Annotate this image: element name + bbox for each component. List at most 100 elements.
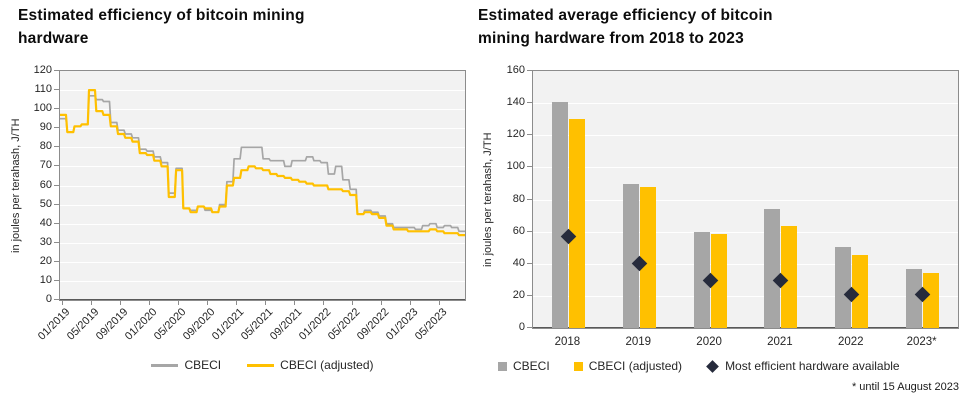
cbeci-bar-2022 <box>835 246 852 328</box>
line-chart-y-tick-label: 70 <box>39 159 52 172</box>
line-chart-x-tick-mark <box>149 301 151 305</box>
line-chart-y-tick-label: 0 <box>45 293 52 305</box>
line-chart-x-tick-mark <box>91 301 92 305</box>
line-chart-y-tick-label: 60 <box>39 178 52 191</box>
bar-chart-x-tick-label: 2023* <box>906 336 937 348</box>
bar-chart-y-tick-mark <box>527 134 532 136</box>
legend-item-cbeci: CBECI <box>498 359 550 373</box>
line-chart-y-tick-mark <box>54 165 59 167</box>
bar-chart-y-tick-label: 60 <box>512 224 525 237</box>
line-chart-y-tick-label: 30 <box>39 235 52 248</box>
gridline <box>533 199 958 201</box>
line-chart-x-tick-mark <box>265 301 267 305</box>
cbeci-bar-2023 <box>906 268 923 328</box>
bar-chart-y-tick-label: 0 <box>518 321 525 333</box>
cbeci-adjusted-bar-2023 <box>923 272 940 328</box>
legend-item-cbeci-adjusted: CBECI (adjusted) <box>247 358 374 372</box>
line-chart-y-tick-mark <box>54 146 59 148</box>
cbeci-bar-2018 <box>551 102 568 328</box>
cbeci-adjusted-bar-2019 <box>639 186 656 328</box>
legend-item-cbeci: CBECI <box>151 358 221 372</box>
line-chart-y-tick-mark <box>54 279 59 281</box>
legend-label: CBECI (adjusted) <box>588 359 683 373</box>
line-chart-y-tick-label: 90 <box>39 121 52 134</box>
cbeci-bar-2021 <box>764 209 781 328</box>
legend-label: CBECI <box>184 358 222 372</box>
line-chart-y-tick-mark <box>54 241 59 243</box>
line-chart-y-tick-mark <box>54 108 59 110</box>
line-chart-x-tick-mark <box>178 301 180 305</box>
bar-chart-y-tick-label: 160 <box>506 64 525 76</box>
gridline <box>533 135 958 137</box>
bar-chart-y-tick-label: 120 <box>506 128 525 141</box>
gridline <box>60 185 465 187</box>
cbeci-adjusted-bar-2020 <box>710 234 727 328</box>
line-chart-x-tick-mark <box>381 301 383 305</box>
line-chart-y-tick-label: 80 <box>39 140 52 153</box>
gridline <box>533 167 958 169</box>
gridline <box>533 103 958 105</box>
bar-chart-y-tick-mark <box>527 102 532 104</box>
line-chart-y-tick-mark <box>54 260 59 262</box>
line-chart-y-tick-label: 40 <box>39 216 52 229</box>
gridline <box>60 166 465 168</box>
line-chart-y-tick-mark <box>54 127 59 129</box>
line-chart-y-tick-mark <box>54 184 59 186</box>
cbeci-adjusted-bar-2018 <box>568 119 585 328</box>
cbeci-adjusted-bar-2022 <box>852 254 869 328</box>
line-chart-y-tick-label: 120 <box>33 64 52 76</box>
bar-chart-x-tick-label: 2018 <box>554 336 581 348</box>
legend-label: CBECI (adjusted) <box>280 358 374 372</box>
bar-chart-x-tick-label: 2020 <box>696 336 722 348</box>
cbeci-bar-2020 <box>693 232 710 328</box>
bar-chart-x-axis <box>533 327 958 328</box>
line-chart-x-tick-mark <box>207 301 209 305</box>
bar-chart-x-tick-label: 2021 <box>767 336 793 348</box>
line-chart-y-tick-label: 110 <box>34 83 52 96</box>
line-chart-y-tick-mark <box>54 222 59 224</box>
legend-square-swatch <box>498 361 507 371</box>
legend-square-swatch <box>573 361 583 371</box>
line-chart-y-tick-mark <box>54 70 59 71</box>
gridline <box>60 242 465 244</box>
bar-chart-y-tick-label: 40 <box>512 256 525 269</box>
line-chart-y-tick-label: 10 <box>39 273 52 286</box>
line-chart-x-axis <box>60 299 465 300</box>
bar-chart-legend: CBECI CBECI (adjusted) Most efficient hard… <box>498 359 900 373</box>
gridline <box>533 295 958 297</box>
line-chart-legend: CBECI CBECI (adjusted) <box>59 358 466 372</box>
legend-line-swatch <box>151 363 179 367</box>
line-chart-x-tick-mark <box>62 301 63 305</box>
gridline <box>533 231 958 233</box>
legend-label: Most efficient hardware available <box>725 359 900 373</box>
cbeci-adjusted-line <box>60 89 465 237</box>
legend-line-swatch <box>247 363 275 367</box>
line-chart-x-tick-mark <box>352 301 354 305</box>
gridline <box>60 109 465 111</box>
cbeci-adjusted-bar-2021 <box>781 226 798 328</box>
bar-chart-y-tick-mark <box>527 294 532 296</box>
bar-chart-y-tick-mark <box>527 327 532 328</box>
gridline <box>60 223 465 225</box>
bar-chart-y-tick-mark <box>527 198 532 200</box>
gridline <box>60 280 465 282</box>
bar-chart-y-tick-label: 140 <box>506 96 525 109</box>
bar-chart-plot-area <box>532 70 959 329</box>
bar-chart-x-tick-label: 2022 <box>838 336 864 348</box>
line-chart-x-tick-mark <box>323 301 325 305</box>
line-chart-y-tick-label: 50 <box>39 197 52 210</box>
line-chart-title: Estimated efficiency of bitcoin mining h… <box>18 7 305 48</box>
bar-chart-title: Estimated average efficiency of bitcoin … <box>478 7 773 48</box>
bar-chart-y-tick-label: 20 <box>512 288 525 301</box>
line-chart-y-tick-label: 100 <box>33 102 52 115</box>
legend-item-cbeci-adjusted: CBECI (adjusted) <box>573 359 683 373</box>
bar-chart-y-tick-label: 80 <box>512 192 525 205</box>
line-chart-y-tick-label: 20 <box>39 254 52 267</box>
bar-chart-y-tick-label: 100 <box>506 160 525 173</box>
line-chart-x-tick-mark <box>410 301 412 305</box>
gridline <box>60 128 465 130</box>
line-chart-series-svg <box>60 89 465 237</box>
line-chart-plot-area <box>59 70 466 301</box>
gridline <box>60 90 465 92</box>
